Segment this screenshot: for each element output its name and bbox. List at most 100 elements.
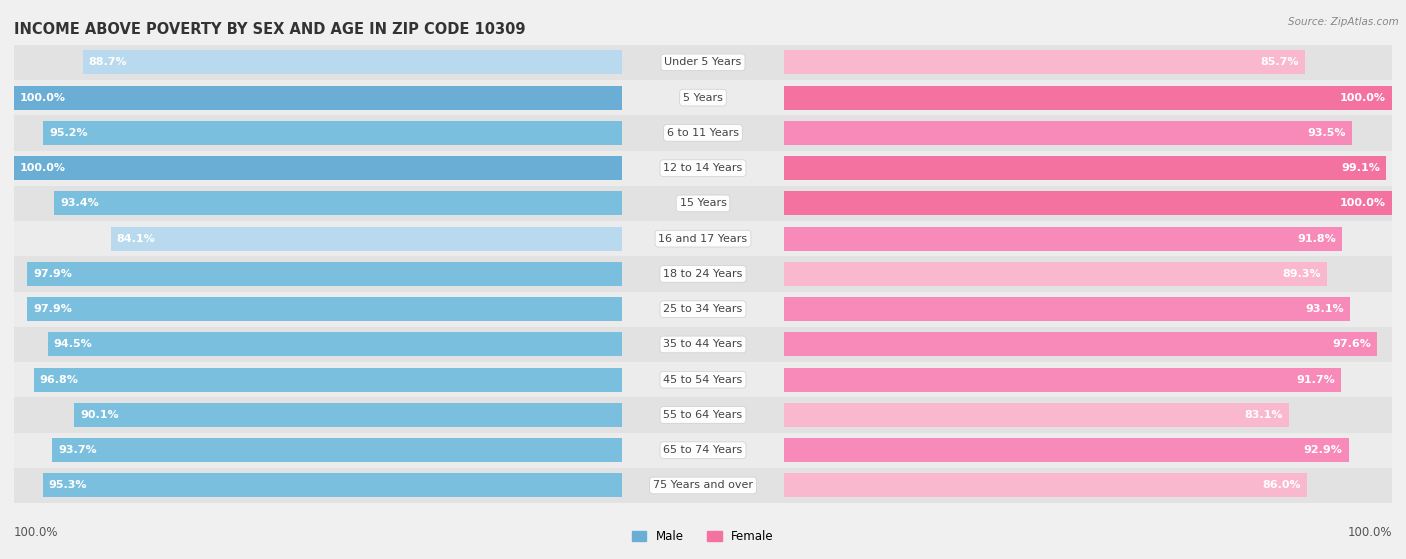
Bar: [785, 297, 1350, 321]
Bar: [785, 45, 1392, 80]
Text: 93.1%: 93.1%: [1305, 304, 1344, 314]
Text: 83.1%: 83.1%: [1244, 410, 1284, 420]
Bar: [785, 256, 1392, 292]
Text: 100.0%: 100.0%: [1340, 93, 1386, 103]
Bar: [14, 221, 621, 256]
Bar: [27, 297, 621, 321]
Bar: [785, 333, 1378, 357]
Bar: [111, 226, 621, 250]
Bar: [14, 327, 621, 362]
Bar: [785, 468, 1392, 503]
Text: Under 5 Years: Under 5 Years: [665, 58, 741, 67]
Text: 94.5%: 94.5%: [53, 339, 93, 349]
Bar: [785, 191, 1392, 215]
Bar: [42, 473, 621, 498]
Bar: [621, 45, 785, 80]
Bar: [621, 150, 785, 186]
Text: 100.0%: 100.0%: [1347, 527, 1392, 539]
Bar: [14, 397, 621, 433]
Text: 35 to 44 Years: 35 to 44 Years: [664, 339, 742, 349]
Legend: Male, Female: Male, Female: [627, 525, 779, 547]
Bar: [14, 292, 621, 327]
Text: 16 and 17 Years: 16 and 17 Years: [658, 234, 748, 244]
Bar: [785, 115, 1392, 150]
Bar: [785, 403, 1289, 427]
Text: 25 to 34 Years: 25 to 34 Years: [664, 304, 742, 314]
Text: 85.7%: 85.7%: [1260, 58, 1299, 67]
Text: 88.7%: 88.7%: [89, 58, 128, 67]
Bar: [785, 292, 1392, 327]
Bar: [75, 403, 621, 427]
Bar: [14, 115, 621, 150]
Bar: [621, 433, 785, 468]
Text: 90.1%: 90.1%: [80, 410, 120, 420]
Bar: [621, 292, 785, 327]
Bar: [785, 50, 1305, 74]
Text: 100.0%: 100.0%: [14, 527, 59, 539]
Bar: [785, 221, 1392, 256]
Text: 84.1%: 84.1%: [117, 234, 156, 244]
Text: INCOME ABOVE POVERTY BY SEX AND AGE IN ZIP CODE 10309: INCOME ABOVE POVERTY BY SEX AND AGE IN Z…: [14, 22, 526, 37]
Bar: [48, 333, 621, 357]
Bar: [785, 433, 1392, 468]
Text: 86.0%: 86.0%: [1263, 481, 1301, 490]
Text: 97.9%: 97.9%: [32, 269, 72, 279]
Text: 6 to 11 Years: 6 to 11 Years: [666, 128, 740, 138]
Text: 45 to 54 Years: 45 to 54 Years: [664, 375, 742, 385]
Text: 91.7%: 91.7%: [1296, 375, 1336, 385]
Bar: [785, 438, 1348, 462]
Text: 15 Years: 15 Years: [679, 198, 727, 209]
Bar: [785, 80, 1392, 115]
Bar: [785, 156, 1386, 180]
Bar: [14, 256, 621, 292]
Text: 96.8%: 96.8%: [39, 375, 79, 385]
Text: 99.1%: 99.1%: [1341, 163, 1381, 173]
Bar: [14, 156, 621, 180]
Bar: [14, 86, 621, 110]
Bar: [44, 121, 621, 145]
Text: 100.0%: 100.0%: [20, 93, 66, 103]
Bar: [785, 186, 1392, 221]
Bar: [621, 397, 785, 433]
Bar: [621, 80, 785, 115]
Bar: [785, 362, 1392, 397]
Bar: [27, 262, 621, 286]
Text: 65 to 74 Years: 65 to 74 Years: [664, 445, 742, 455]
Bar: [785, 473, 1306, 498]
Text: 97.6%: 97.6%: [1333, 339, 1371, 349]
Bar: [14, 80, 621, 115]
Bar: [785, 368, 1341, 392]
Text: 75 Years and over: 75 Years and over: [652, 481, 754, 490]
Bar: [621, 221, 785, 256]
Bar: [785, 150, 1392, 186]
Text: 92.9%: 92.9%: [1303, 445, 1343, 455]
Text: 91.8%: 91.8%: [1298, 234, 1336, 244]
Bar: [14, 186, 621, 221]
Bar: [52, 438, 621, 462]
Bar: [14, 468, 621, 503]
Bar: [621, 362, 785, 397]
Bar: [785, 327, 1392, 362]
Bar: [621, 186, 785, 221]
Bar: [785, 226, 1343, 250]
Bar: [621, 327, 785, 362]
Text: 55 to 64 Years: 55 to 64 Years: [664, 410, 742, 420]
Text: 100.0%: 100.0%: [20, 163, 66, 173]
Text: 93.4%: 93.4%: [60, 198, 98, 209]
Text: 97.9%: 97.9%: [32, 304, 72, 314]
Bar: [621, 256, 785, 292]
Bar: [34, 368, 621, 392]
Bar: [621, 468, 785, 503]
Text: 95.3%: 95.3%: [49, 481, 87, 490]
Text: 93.5%: 93.5%: [1308, 128, 1347, 138]
Text: 18 to 24 Years: 18 to 24 Years: [664, 269, 742, 279]
Text: 89.3%: 89.3%: [1282, 269, 1320, 279]
Text: 95.2%: 95.2%: [49, 128, 89, 138]
Bar: [785, 121, 1353, 145]
Bar: [14, 433, 621, 468]
Bar: [785, 86, 1392, 110]
Text: Source: ZipAtlas.com: Source: ZipAtlas.com: [1288, 17, 1399, 27]
Bar: [14, 150, 621, 186]
Bar: [55, 191, 621, 215]
Bar: [14, 45, 621, 80]
